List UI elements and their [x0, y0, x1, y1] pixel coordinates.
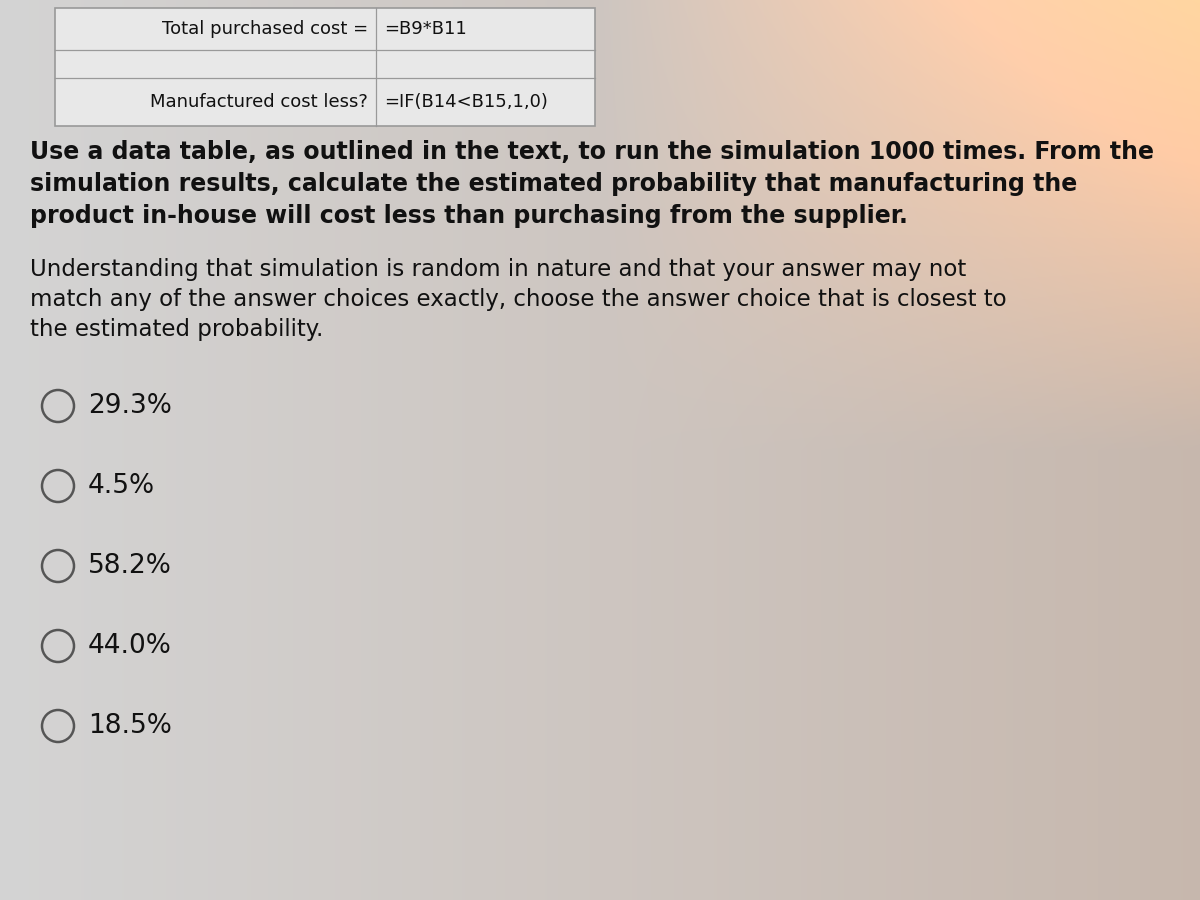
Text: Total purchased cost =: Total purchased cost =: [162, 20, 368, 38]
Text: 44.0%: 44.0%: [88, 633, 172, 659]
Text: match any of the answer choices exactly, choose the answer choice that is closes: match any of the answer choices exactly,…: [30, 288, 1007, 311]
Text: Understanding that simulation is random in nature and that your answer may not: Understanding that simulation is random …: [30, 258, 966, 281]
Bar: [55, 8, 595, 126]
Text: =B9*B11: =B9*B11: [384, 20, 467, 38]
Text: Manufactured cost less?: Manufactured cost less?: [150, 93, 368, 111]
Text: 58.2%: 58.2%: [88, 553, 172, 579]
Text: product in-house will cost less than purchasing from the supplier.: product in-house will cost less than pur…: [30, 204, 908, 228]
Text: 18.5%: 18.5%: [88, 713, 172, 739]
Text: =IF(B14<B15,1,0): =IF(B14<B15,1,0): [384, 93, 548, 111]
Text: 4.5%: 4.5%: [88, 473, 155, 499]
Text: Use a data table, as outlined in the text, to run the simulation 1000 times. Fro: Use a data table, as outlined in the tex…: [30, 140, 1154, 164]
Text: the estimated probability.: the estimated probability.: [30, 318, 323, 341]
Text: simulation results, calculate the estimated probability that manufacturing the: simulation results, calculate the estima…: [30, 172, 1078, 196]
Text: 29.3%: 29.3%: [88, 393, 172, 419]
